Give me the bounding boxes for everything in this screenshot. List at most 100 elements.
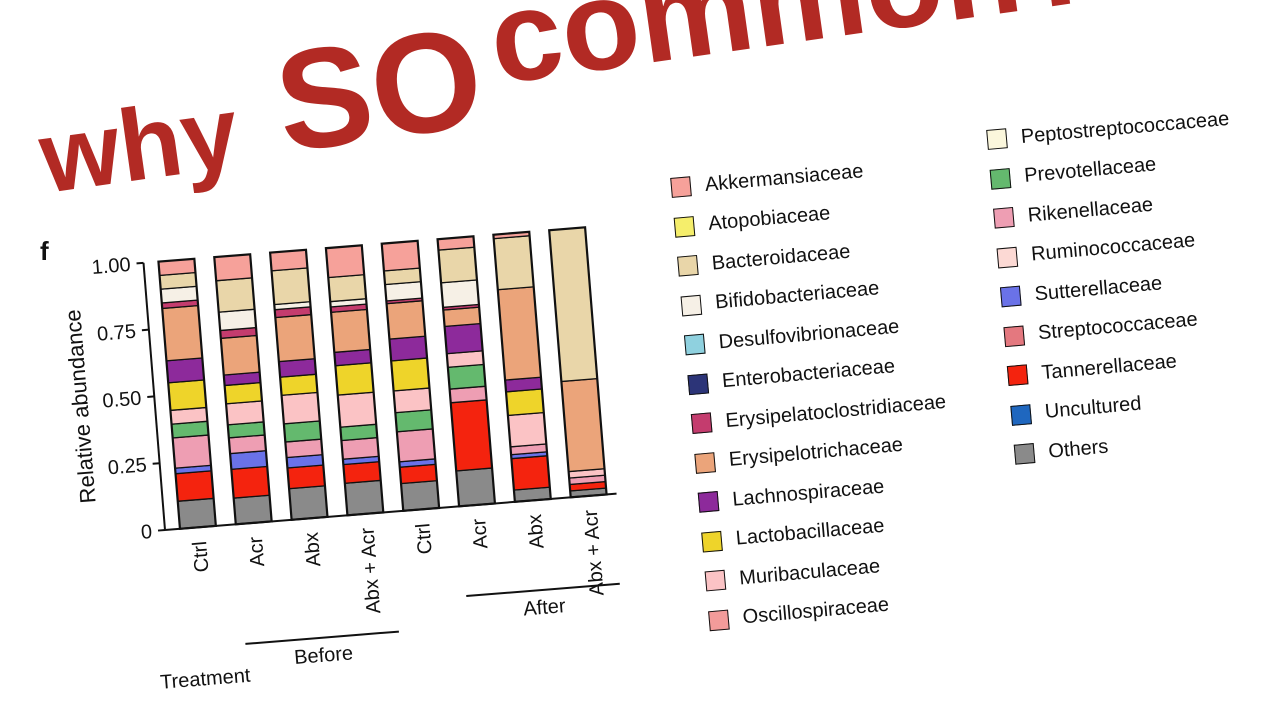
legend-label: Bacteroidaceae	[710, 240, 852, 275]
legend-label: Atopobiaceae	[707, 202, 832, 235]
bar-segment	[396, 428, 436, 463]
legend-label: Sutterellaceae	[1033, 271, 1163, 305]
legend-swatch	[680, 294, 703, 316]
bar-segment	[381, 240, 421, 272]
legend-label: Muribaculaceae	[738, 554, 881, 589]
legend-label: Streptococcaceae	[1037, 308, 1199, 345]
group-brackets: Before After	[245, 582, 620, 669]
bar-segment	[390, 357, 431, 392]
bar-segment	[274, 313, 316, 363]
y-tick	[152, 462, 160, 465]
legend-item: Rikenellaceae	[993, 186, 1237, 231]
legend-swatch	[1006, 364, 1029, 387]
x-tick-label: Abx	[301, 531, 326, 567]
x-tick-label: Ctrl	[189, 540, 213, 573]
bar-segment	[388, 335, 428, 362]
bar-segment	[283, 420, 322, 443]
legend-label: Bifidobacteriaceae	[714, 277, 881, 314]
bar-segment	[400, 479, 440, 512]
y-tick	[147, 395, 155, 398]
y-axis-label: Relative abundance	[60, 308, 101, 504]
bars	[157, 226, 608, 530]
bar-segment	[510, 455, 551, 491]
x-tick-label: Abx + Acr	[580, 509, 609, 597]
bar-segment	[174, 470, 215, 502]
bar-segment	[288, 485, 329, 521]
bar-segment	[167, 379, 208, 412]
legend-swatch	[701, 530, 723, 553]
bar-segment	[447, 363, 487, 390]
bar-segment	[171, 434, 212, 469]
bar-segment	[225, 400, 265, 426]
bar-segment	[279, 373, 319, 397]
y-tick-label: 0	[140, 521, 153, 544]
legend-column-2: Peptostreptococcaceae Prevotellaceae Riken…	[986, 107, 1259, 482]
bar-segment	[392, 387, 432, 414]
bar-segment	[270, 267, 311, 306]
legend-item: Streptococcaceae	[1003, 304, 1247, 349]
plot-area: 0 0.25 0.50 0.75 1.00 Relative abundance Ctr…	[60, 226, 620, 694]
legend-item: Sutterellaceae	[999, 264, 1244, 309]
legend-label: Rikenellaceae	[1026, 193, 1154, 227]
legend-item: Bacteroidaceae	[677, 232, 933, 278]
bar-segment	[505, 388, 545, 417]
treatment-label: Treatment	[159, 665, 251, 694]
bar-segment	[548, 226, 598, 383]
y-tick-label: 0.25	[107, 454, 148, 479]
legend-swatch	[694, 451, 716, 474]
y-tick	[141, 328, 149, 332]
y-tick	[136, 261, 144, 265]
bar-segment	[330, 308, 371, 354]
panel-label: f	[40, 236, 49, 266]
bar-segment	[232, 494, 273, 526]
legend-swatch	[996, 246, 1019, 268]
legend-swatch	[673, 215, 696, 238]
x-tick-label: Abx	[524, 513, 549, 549]
bar-segment	[215, 277, 256, 313]
legend-swatch	[690, 412, 713, 435]
legend-item: Ruminococcaceae	[996, 225, 1240, 270]
legend-label: Lactobacillaceae	[734, 514, 886, 550]
legend-swatch	[704, 569, 727, 592]
legend-swatch	[993, 206, 1015, 229]
legend-swatch	[989, 167, 1012, 190]
legend-item: Prevotellaceae	[989, 146, 1233, 191]
legend-swatch	[708, 609, 730, 631]
legend-item: Desulfovibrionaceae	[683, 311, 940, 357]
bar-segment	[342, 460, 382, 484]
legend-item: Erysipelatoclostridiaceae	[690, 390, 947, 436]
bar-segment	[230, 465, 271, 499]
legend-item: Lactobacillaceae	[701, 508, 957, 554]
legend-label: Prevotellaceae	[1023, 153, 1158, 187]
group-label: After	[523, 595, 567, 620]
bar-segment	[440, 279, 480, 309]
bar-segment	[327, 273, 367, 303]
x-tick-label: Ctrl	[412, 522, 436, 555]
legend-label: Desulfovibrionaceae	[717, 315, 901, 353]
legend-label: Erysipelotrichaceae	[728, 433, 904, 471]
legend-column-1: Akkermansiaceae Atopobiaceae Bacteroidacea…	[670, 154, 966, 648]
legend-swatch	[670, 176, 692, 198]
legend-item: Muribaculaceae	[704, 547, 960, 593]
y-tick-label: 0.50	[102, 388, 143, 413]
group-bracket	[466, 582, 620, 598]
x-tick-label: Acr	[468, 518, 492, 550]
x-tick-label: Acr	[245, 536, 269, 568]
bar-segment	[213, 253, 253, 282]
bar-segment	[455, 467, 496, 508]
bar-segment	[223, 381, 263, 405]
legend-swatch	[677, 254, 699, 277]
legend-item: Tannerellaceae	[1006, 343, 1251, 388]
bar-segment	[325, 244, 365, 279]
bar-segment	[161, 304, 204, 362]
group-bracket	[245, 630, 399, 645]
bar-segment	[286, 464, 326, 490]
legend-label: Ruminococcaceae	[1030, 229, 1197, 266]
legend-label: Others	[1047, 435, 1110, 463]
bar-segment	[165, 357, 205, 384]
x-tick-label: Abx + Acr	[356, 527, 385, 615]
legend-label: Oscillospiraceae	[741, 593, 890, 629]
bar-segment	[492, 235, 535, 291]
y-tick-label: 0.75	[96, 321, 137, 346]
